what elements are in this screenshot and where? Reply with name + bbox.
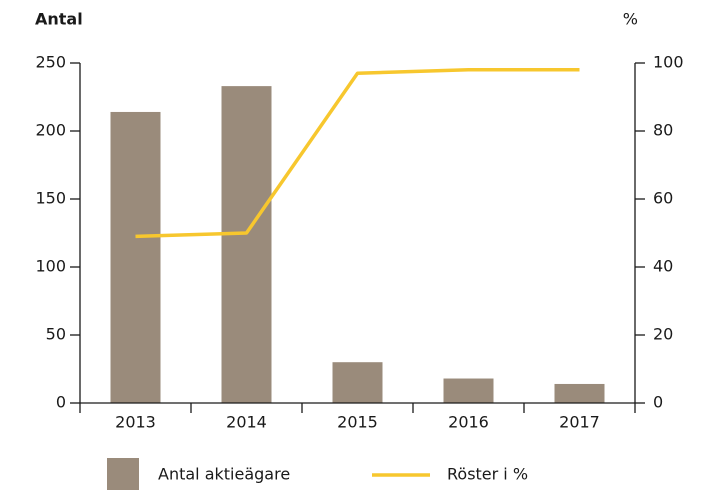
- y2-axis-label: %: [623, 10, 638, 29]
- x-tick-label: 2015: [337, 413, 378, 432]
- x-tick-label: 2013: [115, 413, 156, 432]
- y-tick-label: 250: [35, 53, 66, 72]
- y-tick-label: 50: [46, 325, 66, 344]
- y-tick-label: 200: [35, 121, 66, 140]
- line: [135, 68, 580, 239]
- y2-tick-label: 20: [653, 325, 673, 344]
- x-tick-label: 2014: [226, 413, 267, 432]
- x-tick-label: 2017: [559, 413, 600, 432]
- legend-label: Röster i %: [447, 465, 528, 484]
- legend-label: Antal aktieägare: [158, 465, 290, 484]
- bar: [221, 86, 272, 404]
- y2-tick-label: 0: [653, 393, 663, 412]
- legend-swatch: [107, 458, 139, 490]
- y-tick-label: 100: [35, 257, 66, 276]
- y-tick-label: 150: [35, 189, 66, 208]
- y2-tick-label: 40: [653, 257, 673, 276]
- bar: [443, 378, 494, 403]
- bar: [554, 383, 605, 403]
- bar: [110, 111, 161, 404]
- y2-tick-label: 60: [653, 189, 673, 208]
- y2-tick-label: 80: [653, 121, 673, 140]
- y-tick-label: 0: [56, 393, 66, 412]
- x-tick-label: 2016: [448, 413, 489, 432]
- bar: [332, 362, 383, 403]
- y2-tick-label: 100: [653, 53, 684, 72]
- y-axis-label: Antal: [35, 10, 83, 29]
